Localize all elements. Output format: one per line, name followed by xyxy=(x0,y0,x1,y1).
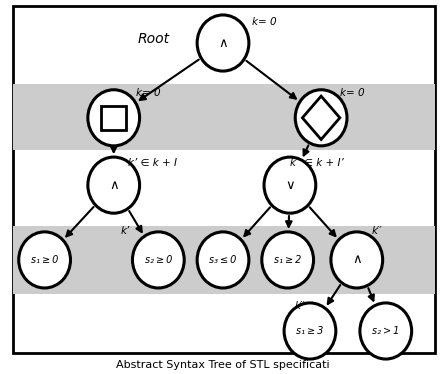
Ellipse shape xyxy=(197,232,249,288)
Ellipse shape xyxy=(197,15,249,71)
Text: ∧: ∧ xyxy=(352,254,362,266)
Text: ∧: ∧ xyxy=(218,37,228,49)
Text: k= 0: k= 0 xyxy=(136,89,161,98)
Text: k′′: k′′ xyxy=(294,301,305,311)
Ellipse shape xyxy=(19,232,70,288)
Text: k’: k’ xyxy=(120,226,130,236)
Text: Abstract Syntax Tree of STL specificati: Abstract Syntax Tree of STL specificati xyxy=(116,360,330,370)
Text: k= 0: k= 0 xyxy=(340,89,364,98)
Text: k= 0: k= 0 xyxy=(252,17,277,27)
FancyBboxPatch shape xyxy=(102,105,126,130)
Ellipse shape xyxy=(360,303,412,359)
Text: s₂ ≥ 0: s₂ ≥ 0 xyxy=(145,255,172,265)
Bar xyxy=(13,226,435,294)
Text: s₂ > 1: s₂ > 1 xyxy=(372,326,400,336)
Text: s₁ ≥ 3: s₁ ≥ 3 xyxy=(296,326,324,336)
Ellipse shape xyxy=(264,157,316,213)
Text: k′′ ∈ k + I’: k′′ ∈ k + I’ xyxy=(290,158,344,168)
Text: s₃ ≤ 0: s₃ ≤ 0 xyxy=(209,255,237,265)
Text: ∧: ∧ xyxy=(109,179,119,191)
Ellipse shape xyxy=(331,232,383,288)
Ellipse shape xyxy=(88,90,140,146)
Text: k′′: k′′ xyxy=(372,226,382,236)
Text: s₁ ≥ 0: s₁ ≥ 0 xyxy=(31,255,58,265)
Bar xyxy=(13,84,435,150)
Text: s₁ ≥ 2: s₁ ≥ 2 xyxy=(274,255,301,265)
Ellipse shape xyxy=(132,232,184,288)
Text: ∨: ∨ xyxy=(285,179,295,191)
Ellipse shape xyxy=(284,303,336,359)
FancyBboxPatch shape xyxy=(13,6,435,353)
Ellipse shape xyxy=(295,90,347,146)
Ellipse shape xyxy=(262,232,314,288)
Ellipse shape xyxy=(88,157,140,213)
Text: Root: Root xyxy=(137,32,169,46)
Text: k’ ∈ k + I: k’ ∈ k + I xyxy=(128,158,178,168)
